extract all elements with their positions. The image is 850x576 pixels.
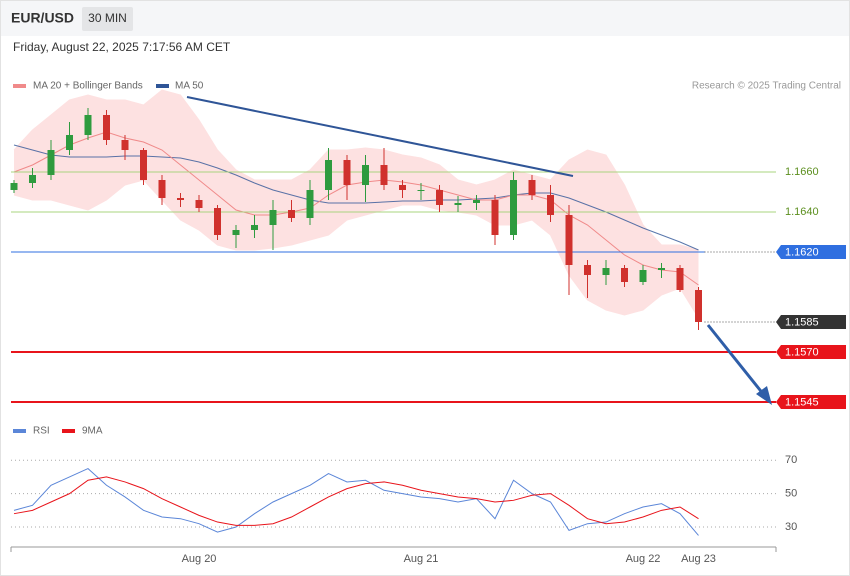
ma-line: [13, 131, 699, 286]
candle-body: [676, 268, 684, 290]
rsi-line: [13, 476, 699, 526]
legend-swatch: [62, 429, 75, 433]
symbol: EUR/USD: [11, 10, 74, 26]
candle-body: [84, 115, 92, 135]
x-tick-label: Aug 23: [681, 553, 716, 565]
level-label: 1.1545: [785, 396, 819, 408]
candle-body: [195, 200, 203, 208]
candle-body: [269, 210, 277, 225]
x-tick-label: Aug 22: [626, 553, 661, 565]
legend-label: 9MA: [82, 426, 103, 437]
candle-body: [177, 198, 184, 200]
candle-body: [547, 195, 554, 215]
level-label: 1.1660: [785, 166, 819, 178]
candle-body: [584, 265, 591, 275]
band-fill: [14, 90, 699, 318]
legend-swatch: [13, 84, 26, 88]
y-tick-label: 50: [785, 488, 797, 500]
y-tick-label: 70: [785, 454, 797, 466]
level-label: 1.1570: [785, 346, 819, 358]
price-tag: [776, 245, 846, 259]
candle-body: [232, 230, 240, 235]
trend-line: [186, 96, 574, 177]
candle-body: [510, 180, 517, 235]
y-tick-label: 30: [785, 521, 797, 533]
band-upper: [13, 89, 699, 251]
candle-body: [343, 160, 351, 185]
candle-body: [639, 270, 647, 282]
price-tag: [776, 315, 846, 329]
x-tick-label: Aug 20: [182, 553, 217, 565]
candle-body: [121, 140, 129, 150]
legend-label: MA 50: [175, 81, 204, 92]
top-bar: [1, 1, 849, 36]
price-tag: [776, 345, 846, 359]
timestamp: Friday, August 22, 2025 7:17:56 AM CET: [13, 40, 231, 54]
candle-body: [399, 185, 406, 190]
ma-line: [13, 144, 699, 251]
band-lower: [13, 179, 699, 319]
candle-body: [214, 208, 221, 235]
legend-swatch: [156, 84, 169, 88]
timeframe-pill[interactable]: [82, 7, 133, 31]
candle-body: [436, 190, 443, 205]
candle-body: [528, 180, 536, 195]
candle-body: [380, 165, 388, 185]
candle-body: [325, 160, 332, 190]
level-label: 1.1585: [785, 316, 819, 328]
candle-body: [288, 210, 295, 218]
candle-body: [695, 290, 702, 322]
level-label: 1.1620: [785, 246, 819, 258]
legend-label: RSI: [33, 426, 50, 437]
candle-body: [29, 175, 36, 183]
level-label: 1.1640: [785, 206, 819, 218]
candle-body: [47, 150, 55, 175]
legend-swatch: [13, 429, 26, 433]
candle-body: [66, 135, 73, 150]
rsi-line: [13, 467, 699, 536]
candle-body: [473, 200, 480, 203]
x-tick-label: Aug 21: [404, 553, 439, 565]
candle-body: [251, 225, 258, 230]
legend-label: MA 20 + Bollinger Bands: [33, 81, 143, 92]
candle-body: [658, 268, 665, 270]
candle-body: [158, 180, 166, 198]
candle-body: [362, 165, 369, 185]
candle-body: [103, 115, 110, 140]
price-tag: [776, 395, 846, 409]
candle-body: [10, 183, 18, 190]
candle-body: [140, 150, 147, 180]
candle-body: [306, 190, 314, 218]
forecast-arrow: [706, 324, 766, 396]
credit: Research © 2025 Trading Central: [692, 81, 841, 92]
candle-body: [565, 215, 573, 265]
timeframe[interactable]: 30 MIN: [88, 11, 127, 25]
candle-body: [621, 268, 628, 282]
candle-body: [454, 203, 462, 205]
plot: MA 20 + Bollinger Bands MA 50 1.1660 1.1640…: [10, 81, 846, 565]
candle-body: [602, 268, 610, 275]
candle-body: [417, 190, 425, 191]
forecast-arrowhead: [756, 386, 772, 405]
candle-body: [491, 200, 499, 235]
